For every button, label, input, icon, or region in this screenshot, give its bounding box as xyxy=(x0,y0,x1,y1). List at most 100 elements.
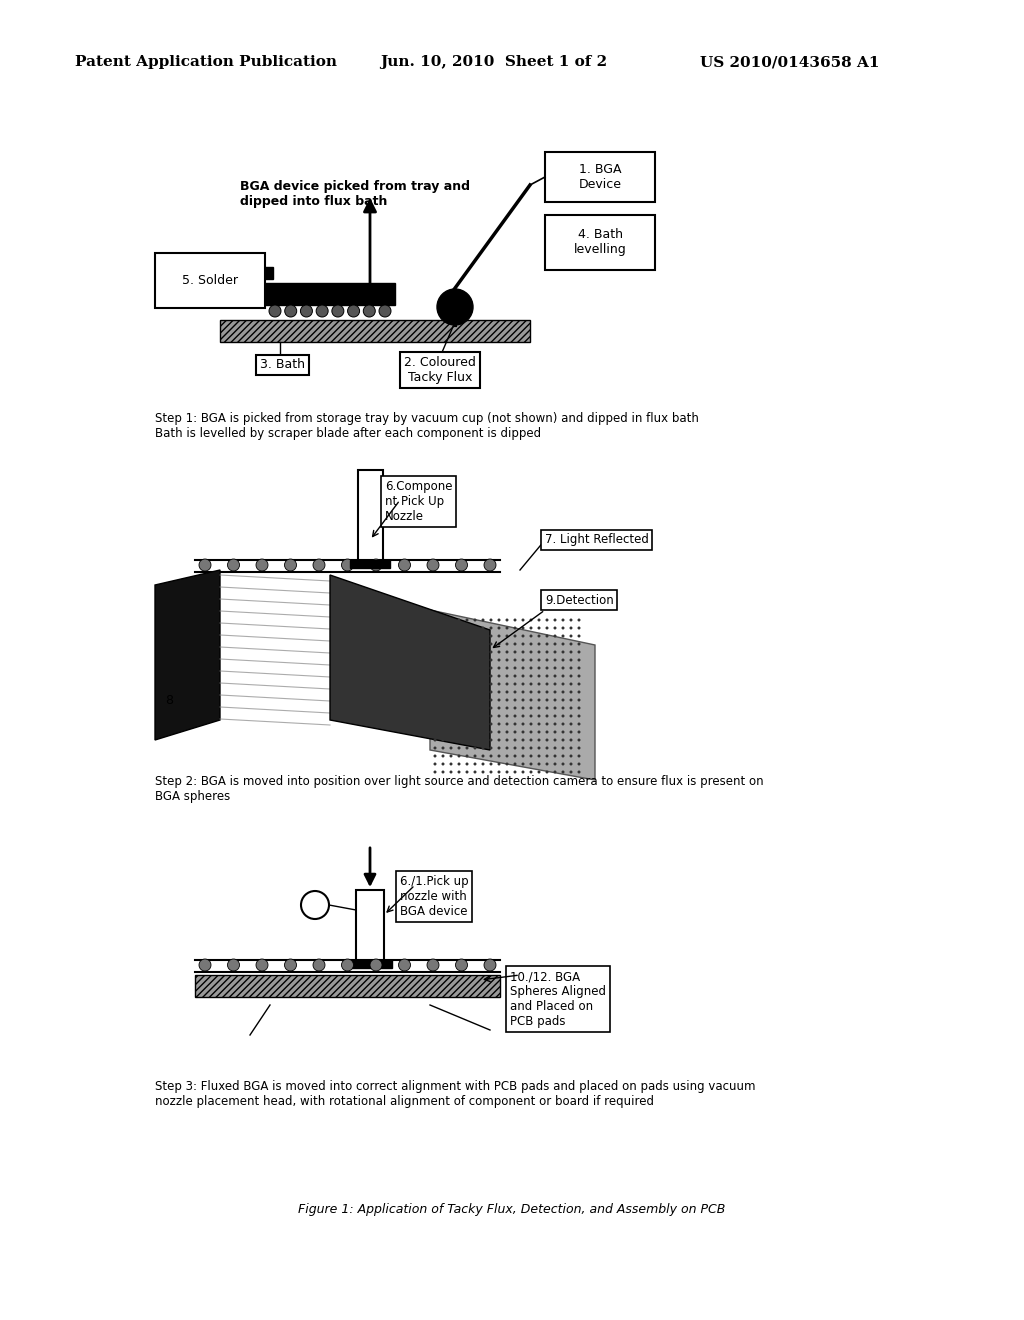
Circle shape xyxy=(546,643,549,645)
Circle shape xyxy=(578,651,581,653)
Circle shape xyxy=(554,706,556,710)
Circle shape xyxy=(506,690,509,693)
Circle shape xyxy=(433,755,436,758)
Circle shape xyxy=(498,675,501,677)
Circle shape xyxy=(498,635,501,638)
Circle shape xyxy=(521,730,524,734)
Circle shape xyxy=(569,738,572,742)
Text: Figure 1: Application of Tacky Flux, Detection, and Assembly on PCB: Figure 1: Application of Tacky Flux, Det… xyxy=(298,1204,726,1217)
Circle shape xyxy=(450,651,453,653)
Circle shape xyxy=(561,747,564,750)
Circle shape xyxy=(347,305,359,317)
Circle shape xyxy=(450,667,453,669)
Circle shape xyxy=(433,722,436,726)
Circle shape xyxy=(489,635,493,638)
Circle shape xyxy=(546,738,549,742)
Circle shape xyxy=(529,747,532,750)
Circle shape xyxy=(546,714,549,718)
Circle shape xyxy=(466,690,469,693)
Circle shape xyxy=(481,763,484,766)
Circle shape xyxy=(498,643,501,645)
Circle shape xyxy=(441,771,444,774)
Circle shape xyxy=(498,730,501,734)
Circle shape xyxy=(441,730,444,734)
Circle shape xyxy=(269,305,281,317)
Circle shape xyxy=(554,738,556,742)
Polygon shape xyxy=(330,576,490,750)
Circle shape xyxy=(489,659,493,661)
Circle shape xyxy=(529,667,532,669)
Circle shape xyxy=(489,651,493,653)
Circle shape xyxy=(489,722,493,726)
FancyBboxPatch shape xyxy=(545,152,655,202)
Circle shape xyxy=(398,558,411,572)
Circle shape xyxy=(506,627,509,630)
Circle shape xyxy=(554,667,556,669)
Circle shape xyxy=(554,698,556,701)
Circle shape xyxy=(538,667,541,669)
Circle shape xyxy=(433,627,436,630)
Circle shape xyxy=(466,706,469,710)
Circle shape xyxy=(473,643,476,645)
Circle shape xyxy=(513,722,516,726)
Circle shape xyxy=(473,763,476,766)
Circle shape xyxy=(370,960,382,972)
Circle shape xyxy=(554,643,556,645)
Circle shape xyxy=(441,763,444,766)
Circle shape xyxy=(398,960,411,972)
Circle shape xyxy=(561,763,564,766)
Circle shape xyxy=(458,755,461,758)
Circle shape xyxy=(546,763,549,766)
Circle shape xyxy=(498,667,501,669)
Circle shape xyxy=(554,722,556,726)
Circle shape xyxy=(481,771,484,774)
Text: BGA device picked from tray and
dipped into flux bath: BGA device picked from tray and dipped i… xyxy=(240,180,470,209)
Circle shape xyxy=(473,771,476,774)
Circle shape xyxy=(473,738,476,742)
Circle shape xyxy=(513,682,516,685)
Circle shape xyxy=(456,558,468,572)
Circle shape xyxy=(441,722,444,726)
Circle shape xyxy=(341,960,353,972)
Circle shape xyxy=(450,755,453,758)
Circle shape xyxy=(578,659,581,661)
Text: 6.Compone
nt Pick Up
Nozzle: 6.Compone nt Pick Up Nozzle xyxy=(385,480,453,523)
Circle shape xyxy=(313,960,325,972)
Circle shape xyxy=(498,763,501,766)
Circle shape xyxy=(554,730,556,734)
Circle shape xyxy=(498,698,501,701)
Circle shape xyxy=(498,682,501,685)
Circle shape xyxy=(521,659,524,661)
Circle shape xyxy=(569,675,572,677)
Circle shape xyxy=(513,698,516,701)
Circle shape xyxy=(529,651,532,653)
Circle shape xyxy=(569,627,572,630)
Circle shape xyxy=(561,667,564,669)
Circle shape xyxy=(529,722,532,726)
Circle shape xyxy=(458,771,461,774)
Circle shape xyxy=(569,690,572,693)
Circle shape xyxy=(473,714,476,718)
Circle shape xyxy=(521,667,524,669)
Circle shape xyxy=(370,558,382,572)
Bar xyxy=(265,267,273,279)
Circle shape xyxy=(458,698,461,701)
Circle shape xyxy=(433,643,436,645)
Circle shape xyxy=(546,619,549,622)
Circle shape xyxy=(484,558,496,572)
Circle shape xyxy=(513,706,516,710)
Text: 9.Detection: 9.Detection xyxy=(545,594,613,606)
Circle shape xyxy=(513,771,516,774)
Circle shape xyxy=(569,667,572,669)
Circle shape xyxy=(538,651,541,653)
Circle shape xyxy=(546,690,549,693)
Circle shape xyxy=(458,619,461,622)
Circle shape xyxy=(437,289,473,325)
Circle shape xyxy=(489,667,493,669)
Circle shape xyxy=(521,738,524,742)
Circle shape xyxy=(578,763,581,766)
Circle shape xyxy=(441,682,444,685)
Circle shape xyxy=(441,627,444,630)
Circle shape xyxy=(506,706,509,710)
Circle shape xyxy=(554,771,556,774)
